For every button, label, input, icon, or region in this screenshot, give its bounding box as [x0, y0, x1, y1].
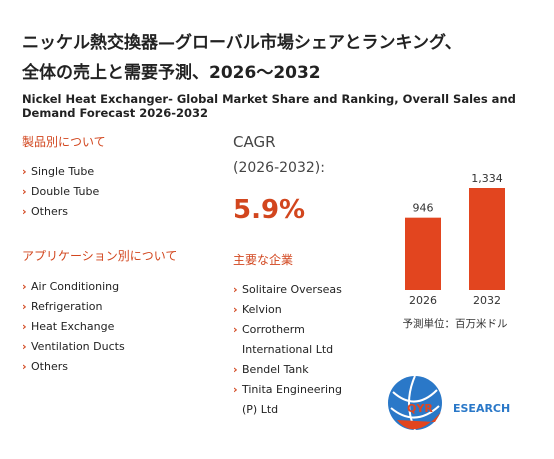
section-heading: アプリケーション別について	[22, 249, 178, 263]
chart-note: 予測単位：百万米ドル	[402, 318, 508, 330]
list: Solitaire OverseasKelvionCorrotherm Inte…	[233, 280, 360, 420]
chart: 946 2026 1,334 2032	[405, 172, 505, 307]
list: Air ConditioningRefrigerationHeat Exchan…	[22, 277, 125, 377]
list-item: Air Conditioning	[22, 277, 125, 297]
title: ニッケル熱交換器—グローバル市場シェアとランキング、	[22, 33, 462, 53]
title: 全体の売上と需要予測、2026～2032	[22, 63, 321, 83]
list-item: Double Tube	[22, 182, 99, 202]
list: Single TubeDouble TubeOthers	[22, 162, 99, 222]
x-tick-label: 2026	[409, 294, 437, 307]
list-item: Solitaire Overseas	[233, 280, 360, 300]
list-item: Tinita Engineering (P) Ltd	[233, 380, 360, 420]
list-item: Bendel Tank	[233, 360, 360, 380]
cagr-period: (2026-2032):	[233, 160, 325, 176]
value-label: 1,334	[471, 172, 503, 185]
logo: QYR ESEARCH	[388, 375, 510, 431]
list-item: Single Tube	[22, 162, 99, 182]
logo-globe	[388, 376, 442, 430]
list-item: Refrigeration	[22, 297, 125, 317]
list-item: Kelvion	[233, 300, 360, 320]
cagr-value: 5.9%	[233, 195, 306, 225]
list-item: Others	[22, 202, 99, 222]
value-label: 946	[413, 202, 434, 215]
cagr-label: CAGR	[233, 133, 276, 151]
section-heading: 製品別について	[22, 135, 106, 149]
list-item: Heat Exchange	[22, 317, 125, 337]
logo-word: ESEARCH	[453, 402, 510, 415]
section-heading: 主要な企業	[233, 253, 294, 267]
logo-swoosh	[397, 412, 441, 430]
list-item: Others	[22, 357, 125, 377]
subtitle: Nickel Heat Exchanger- Global Market Sha…	[22, 92, 516, 120]
x-tick-label: 2032	[473, 294, 501, 307]
logo-mark: QYR	[407, 402, 433, 415]
bar	[405, 217, 441, 290]
list-item: Corrotherm International Ltd	[233, 320, 360, 360]
bar	[469, 188, 505, 290]
list-item: Ventilation Ducts	[22, 337, 125, 357]
